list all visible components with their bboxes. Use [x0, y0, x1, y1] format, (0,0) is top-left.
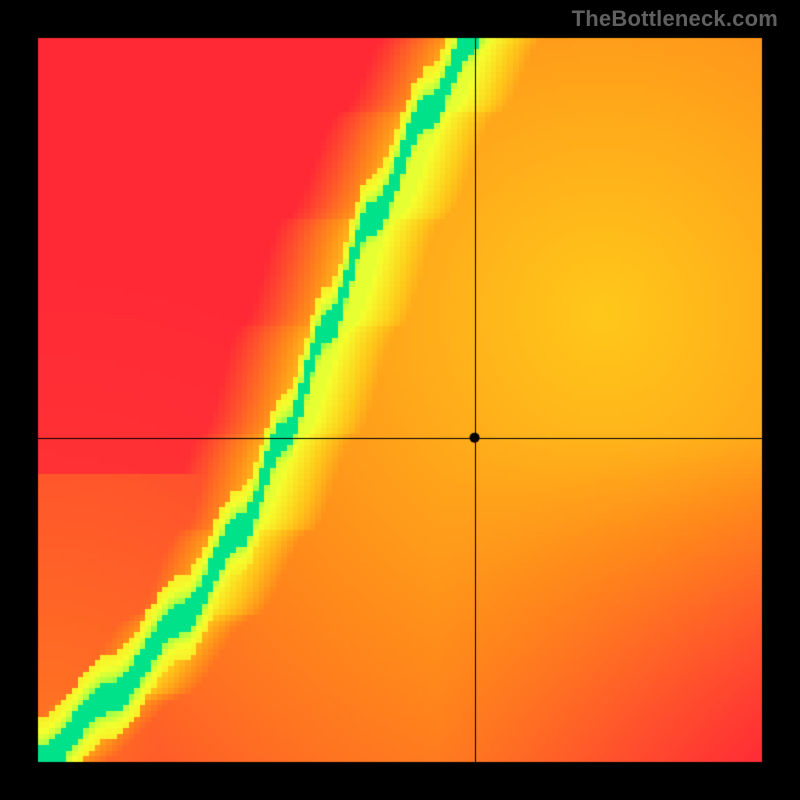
watermark-text: TheBottleneck.com — [572, 6, 778, 32]
chart-container: TheBottleneck.com — [0, 0, 800, 800]
heatmap-canvas — [0, 0, 800, 800]
